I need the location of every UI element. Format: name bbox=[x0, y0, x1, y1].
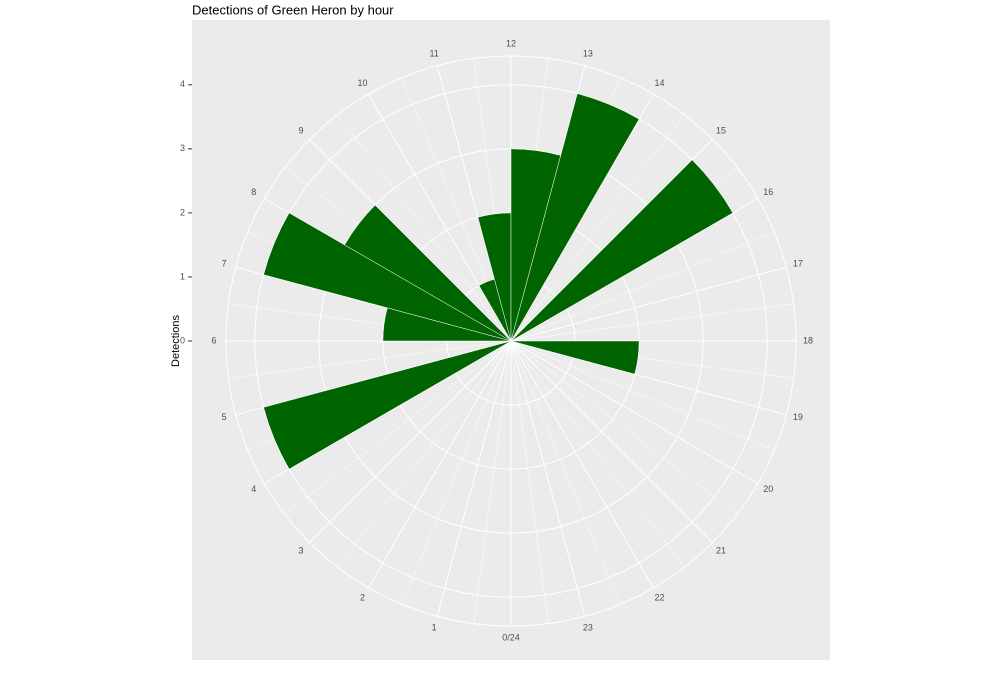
x-tick-label: 5 bbox=[222, 412, 227, 422]
minor-spoke bbox=[510, 114, 685, 342]
x-tick-label: 20 bbox=[763, 484, 773, 494]
minor-spoke bbox=[510, 340, 775, 451]
grid-spoke bbox=[510, 340, 586, 617]
grid-spoke bbox=[510, 266, 787, 342]
x-tick-label: 6 bbox=[211, 335, 216, 345]
x-tick-label: 18 bbox=[803, 335, 813, 345]
grid-spoke bbox=[510, 340, 759, 484]
minor-spoke bbox=[228, 340, 512, 379]
x-tick-label: 19 bbox=[793, 412, 803, 422]
grid-spoke bbox=[510, 340, 713, 543]
minor-spoke bbox=[510, 303, 794, 342]
minor-spoke bbox=[510, 231, 775, 342]
grid-spoke bbox=[510, 340, 654, 589]
minor-spoke bbox=[510, 340, 738, 515]
grid-spoke bbox=[368, 340, 512, 589]
x-tick-label: 11 bbox=[429, 48, 438, 58]
minor-spoke bbox=[401, 340, 512, 605]
bar bbox=[510, 340, 640, 375]
x-tick-label: 2 bbox=[360, 593, 365, 603]
bar bbox=[263, 340, 512, 470]
y-tick-label: 2 bbox=[180, 207, 185, 217]
x-tick-label: 17 bbox=[793, 259, 803, 269]
grid-spoke bbox=[436, 340, 512, 617]
x-tick-label: 12 bbox=[506, 38, 516, 48]
x-tick-label: 15 bbox=[716, 125, 726, 135]
x-tick-label: 7 bbox=[222, 259, 227, 269]
minor-spoke bbox=[284, 340, 512, 515]
x-tick-label: 3 bbox=[298, 545, 303, 555]
chart-title: Detections of Green Heron by hour bbox=[192, 2, 394, 17]
grid-spoke bbox=[309, 340, 512, 543]
x-tick-label: 16 bbox=[763, 187, 773, 197]
y-axis-label: Detections bbox=[170, 315, 182, 367]
x-tick-label: 22 bbox=[654, 593, 664, 603]
x-tick-label: 0/24 bbox=[502, 632, 520, 642]
x-tick-label: 14 bbox=[654, 78, 664, 88]
bar bbox=[344, 204, 512, 342]
x-tick-label: 10 bbox=[357, 78, 367, 88]
bar bbox=[510, 93, 640, 342]
minor-spoke bbox=[510, 340, 621, 605]
x-tick-label: 8 bbox=[251, 187, 256, 197]
y-tick-label: 0 bbox=[180, 335, 185, 345]
minor-spoke bbox=[510, 340, 549, 624]
x-tick-label: 23 bbox=[583, 622, 593, 632]
x-tick-label: 4 bbox=[251, 484, 256, 494]
x-tick-label: 1 bbox=[432, 622, 437, 632]
bar bbox=[263, 212, 512, 342]
x-tick-label: 13 bbox=[583, 48, 593, 58]
minor-spoke bbox=[337, 114, 512, 342]
x-tick-label: 9 bbox=[298, 125, 303, 135]
y-tick-label: 3 bbox=[180, 143, 185, 153]
minor-spoke bbox=[473, 340, 512, 624]
y-tick-label: 4 bbox=[180, 79, 185, 89]
minor-spoke bbox=[510, 340, 685, 568]
x-tick-label: 21 bbox=[716, 545, 726, 555]
y-tick-label: 1 bbox=[180, 271, 185, 281]
bar bbox=[510, 159, 734, 342]
minor-spoke bbox=[337, 340, 512, 568]
